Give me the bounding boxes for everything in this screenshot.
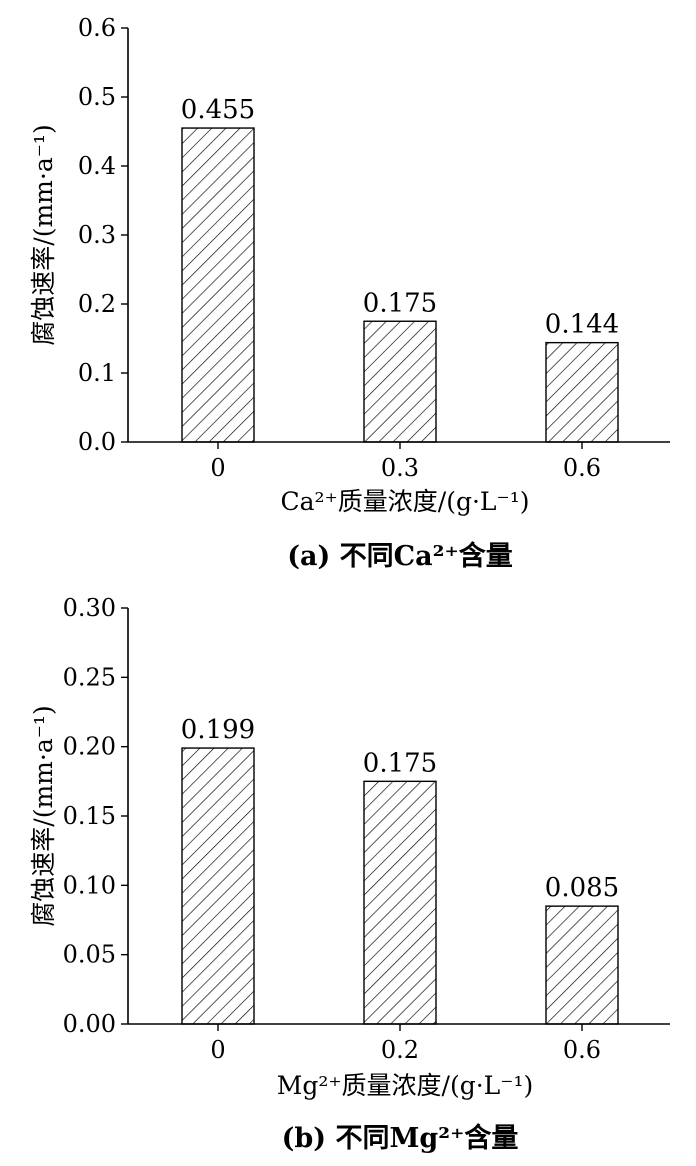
y-tick-label: 0.5 xyxy=(78,83,116,111)
y-tick-label: 0.15 xyxy=(63,802,116,830)
y-tick-label: 0.4 xyxy=(78,152,116,180)
bar xyxy=(545,905,619,1025)
y-tick-label: 0.00 xyxy=(63,1010,116,1038)
y-tick-label: 0.6 xyxy=(78,14,116,42)
x-tick-label: 0 xyxy=(210,1036,225,1064)
x-axis-title: Mg²⁺质量浓度/(g·L⁻¹) xyxy=(277,1071,534,1100)
bar-value-label: 0.199 xyxy=(181,715,255,745)
bar-value-label: 0.085 xyxy=(545,873,619,903)
x-axis-title: Ca²⁺质量浓度/(g·L⁻¹) xyxy=(281,487,530,516)
bar xyxy=(545,341,619,443)
x-tick-label: 0 xyxy=(210,454,225,482)
bar xyxy=(363,320,437,443)
bar xyxy=(181,747,255,1025)
chart-caption: (a) 不同Ca²⁺含量 xyxy=(287,540,513,572)
y-tick-label: 0.3 xyxy=(78,221,116,249)
y-tick-label: 0.0 xyxy=(78,428,116,456)
y-tick-label: 0.10 xyxy=(63,871,116,899)
y-axis-title: 腐蚀速率/(mm·a⁻¹) xyxy=(29,705,58,926)
chart-a: 0.0 0.1 0.2 0.3 0.4 0.5 0.6 0.455 0 0.175 0.3 0.144… xyxy=(29,14,670,572)
x-tick-label: 0.6 xyxy=(563,1036,601,1064)
y-tick-label: 0.25 xyxy=(63,663,116,691)
bar xyxy=(181,127,255,443)
bar-value-label: 0.144 xyxy=(545,310,619,340)
x-tick-label: 0.6 xyxy=(563,454,601,482)
y-tick-label: 0.20 xyxy=(63,733,116,761)
bar xyxy=(363,780,437,1025)
y-tick-label: 0.1 xyxy=(78,359,116,387)
x-tick-label: 0.3 xyxy=(381,454,419,482)
y-axis-title: 腐蚀速率/(mm·a⁻¹) xyxy=(29,124,58,345)
chart-caption: (b) 不同Mg²⁺含量 xyxy=(282,1122,519,1154)
y-tick-label: 0.2 xyxy=(78,290,116,318)
y-tick-label: 0.05 xyxy=(63,941,116,969)
bar-value-label: 0.175 xyxy=(363,288,437,318)
bar-value-label: 0.455 xyxy=(181,95,255,125)
x-tick-label: 0.2 xyxy=(381,1036,419,1064)
bar-value-label: 0.175 xyxy=(363,748,437,778)
chart-b: 0.00 0.05 0.10 0.15 0.20 0.25 0.30 0.199 0 0.175 0… xyxy=(29,594,670,1154)
y-tick-label: 0.30 xyxy=(63,594,116,622)
